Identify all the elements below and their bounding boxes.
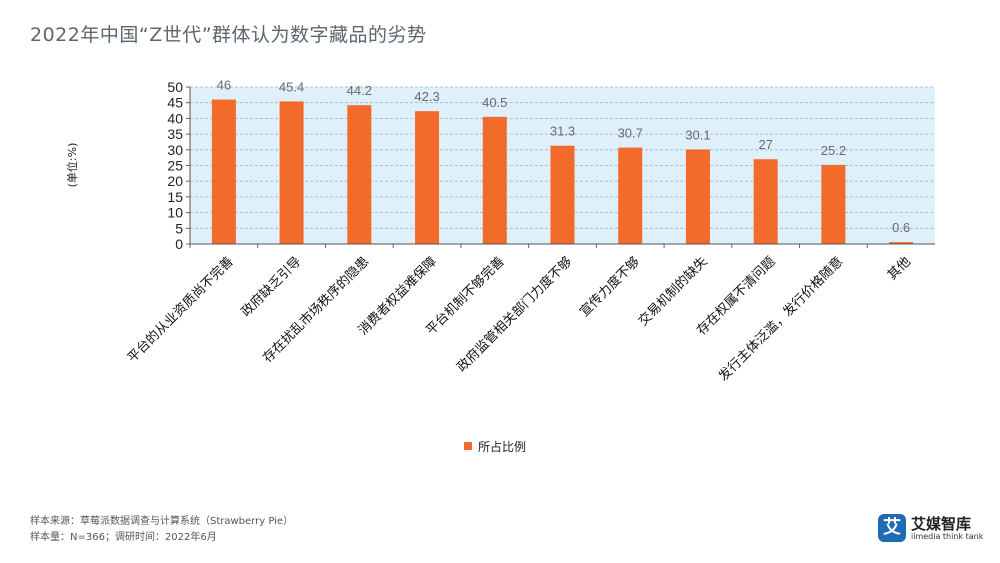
brand-logo: 艾 艾媒智库 iimedia think tank	[878, 513, 988, 545]
data-label: 40.5	[482, 95, 507, 110]
x-tick-label: 政府缺乏引导	[239, 254, 305, 320]
x-axis-labels: 平台的从业资质尚不完善 政府缺乏引导存在扰乱市场秩序的隐患消费者权益难保障平台机制…	[124, 244, 914, 384]
data-label: 44.2	[347, 83, 372, 98]
data-label: 31.3	[550, 124, 575, 139]
y-tick-label: 5	[175, 220, 183, 236]
y-tick-label: 30	[167, 142, 183, 158]
bar	[821, 164, 846, 244]
y-tick-label: 35	[167, 126, 183, 142]
x-tick-label: 平台的从业资质尚不完善	[124, 254, 236, 366]
y-tick-label: 20	[167, 173, 183, 189]
x-tick-label: 发行主体泛滥，发行价格随意	[715, 254, 846, 385]
data-label: 0.6	[892, 220, 910, 235]
chart-title: 2022年中国“Z世代”群体认为数字藏品的劣势	[30, 24, 427, 46]
bars	[211, 99, 914, 244]
bar	[482, 116, 507, 244]
x-tick-label: 政府监管相关部门力度不够	[454, 254, 576, 376]
logo-name: 艾媒智库	[911, 515, 972, 533]
y-tick-label: 40	[167, 110, 183, 126]
bar	[685, 149, 710, 244]
source-line: 样本来源：草莓派数据调查与计算系统（Strawberry Pie）	[30, 516, 294, 527]
y-tick-label: 15	[167, 189, 183, 205]
bar	[618, 147, 643, 244]
data-label: 30.7	[618, 126, 643, 141]
data-label: 30.1	[685, 127, 710, 142]
logo-mark-icon: 艾	[878, 514, 906, 542]
y-tick-label: 50	[167, 79, 183, 95]
data-label: 25.2	[821, 143, 846, 158]
bar	[211, 99, 236, 244]
bar	[347, 105, 372, 244]
y-tick-label: 25	[167, 158, 183, 174]
bar	[415, 111, 440, 244]
bar	[753, 159, 778, 244]
legend: 所占比例	[464, 439, 526, 454]
sample-line: 样本量：N=366；调研时间：2022年6月	[30, 532, 217, 543]
legend-label: 所占比例	[478, 439, 526, 454]
value-labels: 46 45.4 44.2 42.3 40.5 31.3 30.7 30.1 27 25.2 0.6	[217, 78, 911, 236]
y-tick-label: 10	[167, 205, 183, 221]
y-tick-label: 45	[167, 95, 183, 111]
data-label: 45.4	[279, 79, 304, 94]
y-axis-label: (单位:%)	[65, 143, 79, 188]
data-label: 46	[217, 78, 231, 93]
bar	[889, 242, 914, 244]
logo-subtitle: iimedia think tank	[911, 532, 984, 541]
bar	[279, 101, 304, 244]
legend-swatch	[464, 442, 472, 450]
data-label: 27	[758, 137, 772, 152]
x-tick-label: 交易机制的缺失	[635, 254, 711, 330]
y-tick-label: 0	[175, 236, 183, 252]
x-tick-label: 宣传力度不够	[577, 254, 643, 320]
x-tick-label: 其他	[885, 254, 914, 283]
source-note: 样本来源：草莓派数据调查与计算系统（Strawberry Pie） 样本量：N=…	[30, 514, 293, 546]
bar	[550, 145, 575, 244]
data-label: 42.3	[414, 89, 439, 104]
